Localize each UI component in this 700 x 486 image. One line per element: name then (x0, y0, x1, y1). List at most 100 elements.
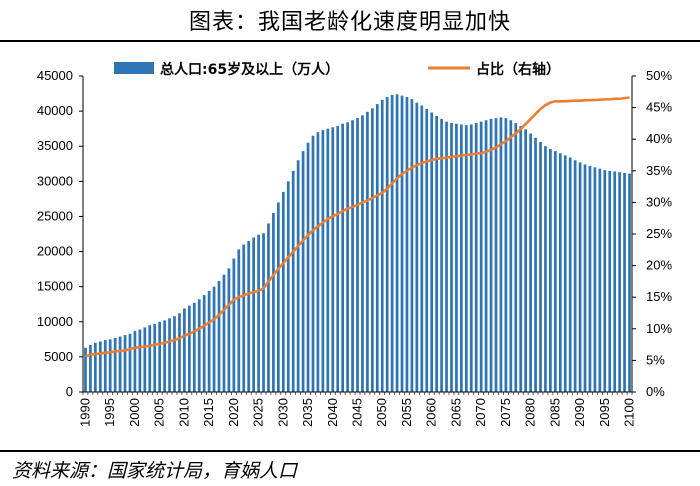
bar-2089 (573, 160, 577, 392)
bar-2075 (504, 118, 508, 392)
bar-2012 (192, 302, 196, 392)
bar-2056 (410, 99, 414, 393)
legend-line-label: 占比（右轴） (476, 61, 560, 78)
axes-group: 0 5000 10000 15000 20000 25000 30000 35000 40000… (37, 68, 673, 427)
bar-2055 (405, 97, 409, 392)
bar-2037 (316, 132, 320, 392)
left-tick-label: 40000 (37, 103, 73, 118)
bar-2095 (603, 170, 607, 392)
bar-2080 (529, 133, 532, 392)
left-tick-label: 30000 (37, 173, 73, 188)
x-tick-label: 2065 (448, 398, 463, 427)
left-tick-label: 25000 (37, 208, 73, 223)
bar-2093 (593, 167, 597, 392)
bar-2050 (380, 99, 384, 392)
bar-2096 (608, 170, 612, 392)
bar-2018 (222, 274, 226, 392)
bar-2024 (252, 237, 255, 392)
bar-2034 (301, 151, 305, 392)
bar-2097 (613, 171, 617, 392)
bar-2086 (558, 153, 562, 392)
bar-2005 (158, 321, 162, 392)
bar-2070 (479, 121, 483, 392)
bar-2052 (390, 94, 394, 393)
bar-2073 (494, 118, 498, 392)
bar-2019 (227, 268, 231, 392)
x-tick-label: 2020 (226, 398, 241, 427)
bar-2014 (202, 295, 206, 392)
right-tick-label: 0% (646, 384, 665, 399)
bar-2048 (370, 108, 374, 393)
bar-2072 (489, 118, 493, 392)
bar-2060 (430, 112, 434, 393)
right-tick-label: 10% (646, 321, 672, 336)
x-tick-label: 2100 (622, 398, 637, 427)
bar-1997 (118, 336, 122, 392)
x-tick-label: 2000 (127, 398, 142, 427)
x-tick-label: 2005 (152, 398, 167, 427)
bar-2069 (474, 123, 478, 393)
x-tick-label: 2040 (325, 398, 340, 427)
bar-2100 (628, 173, 631, 392)
bar-2068 (469, 124, 473, 392)
bar-2011 (187, 305, 191, 392)
bar-2016 (212, 286, 216, 392)
bar-2063 (445, 121, 448, 392)
bar-2002 (143, 327, 147, 392)
bar-2090 (578, 162, 582, 392)
x-tick-label: 2080 (523, 398, 538, 427)
bar-2000 (133, 330, 137, 392)
bar-2010 (183, 308, 186, 392)
x-tick-label: 2045 (350, 398, 365, 427)
bar-2054 (400, 95, 404, 392)
left-tick-label: 10000 (37, 314, 73, 329)
right-tick-label: 35% (646, 163, 672, 178)
legend: 总人口:65岁及以上（万人） 占比（右轴） (114, 61, 560, 78)
x-tick-label: 2085 (547, 398, 562, 427)
legend-bar-swatch (114, 62, 154, 74)
left-tick-label: 5000 (44, 349, 73, 364)
right-tick-label: 45% (646, 100, 672, 115)
bar-2043 (346, 122, 349, 392)
right-tick-label: 30% (646, 194, 672, 209)
bar-series-group (84, 94, 631, 393)
bar-2027 (267, 223, 270, 392)
bar-2004 (153, 323, 157, 392)
bar-1994 (103, 340, 107, 392)
bar-2044 (351, 120, 354, 393)
bar-2071 (484, 120, 488, 393)
bar-2098 (618, 172, 621, 392)
bar-2015 (207, 290, 211, 392)
bar-1990 (84, 347, 87, 392)
x-tick-label: 2030 (275, 398, 290, 427)
bar-2047 (366, 111, 369, 392)
bar-2099 (623, 172, 626, 392)
right-tick-label: 50% (646, 68, 672, 83)
bar-2064 (450, 123, 453, 393)
bar-2092 (588, 165, 592, 392)
bar-2007 (168, 318, 171, 392)
bar-2059 (425, 109, 429, 392)
bar-2081 (534, 137, 537, 392)
right-tick-label: 40% (646, 131, 672, 146)
bar-2084 (549, 149, 552, 392)
bar-2083 (544, 146, 547, 392)
x-tick-label: 2075 (498, 398, 513, 427)
bar-2082 (539, 142, 542, 392)
bar-2023 (247, 241, 251, 392)
bar-2021 (237, 249, 241, 392)
bar-2085 (553, 151, 557, 392)
bar-2030 (281, 191, 285, 392)
x-tick-label: 1990 (77, 398, 92, 427)
bar-2076 (509, 120, 513, 393)
source-note: 资料来源：国家统计局，育娲人口 (12, 460, 298, 482)
left-tick-label: 35000 (37, 138, 73, 153)
bar-2087 (563, 155, 567, 392)
bar-1999 (128, 333, 132, 392)
bar-2029 (277, 202, 280, 392)
bar-2049 (375, 104, 379, 392)
ratio-line (85, 96, 630, 358)
x-tick-label: 2070 (473, 398, 488, 427)
bar-2062 (440, 118, 443, 392)
title-rule (0, 40, 700, 42)
